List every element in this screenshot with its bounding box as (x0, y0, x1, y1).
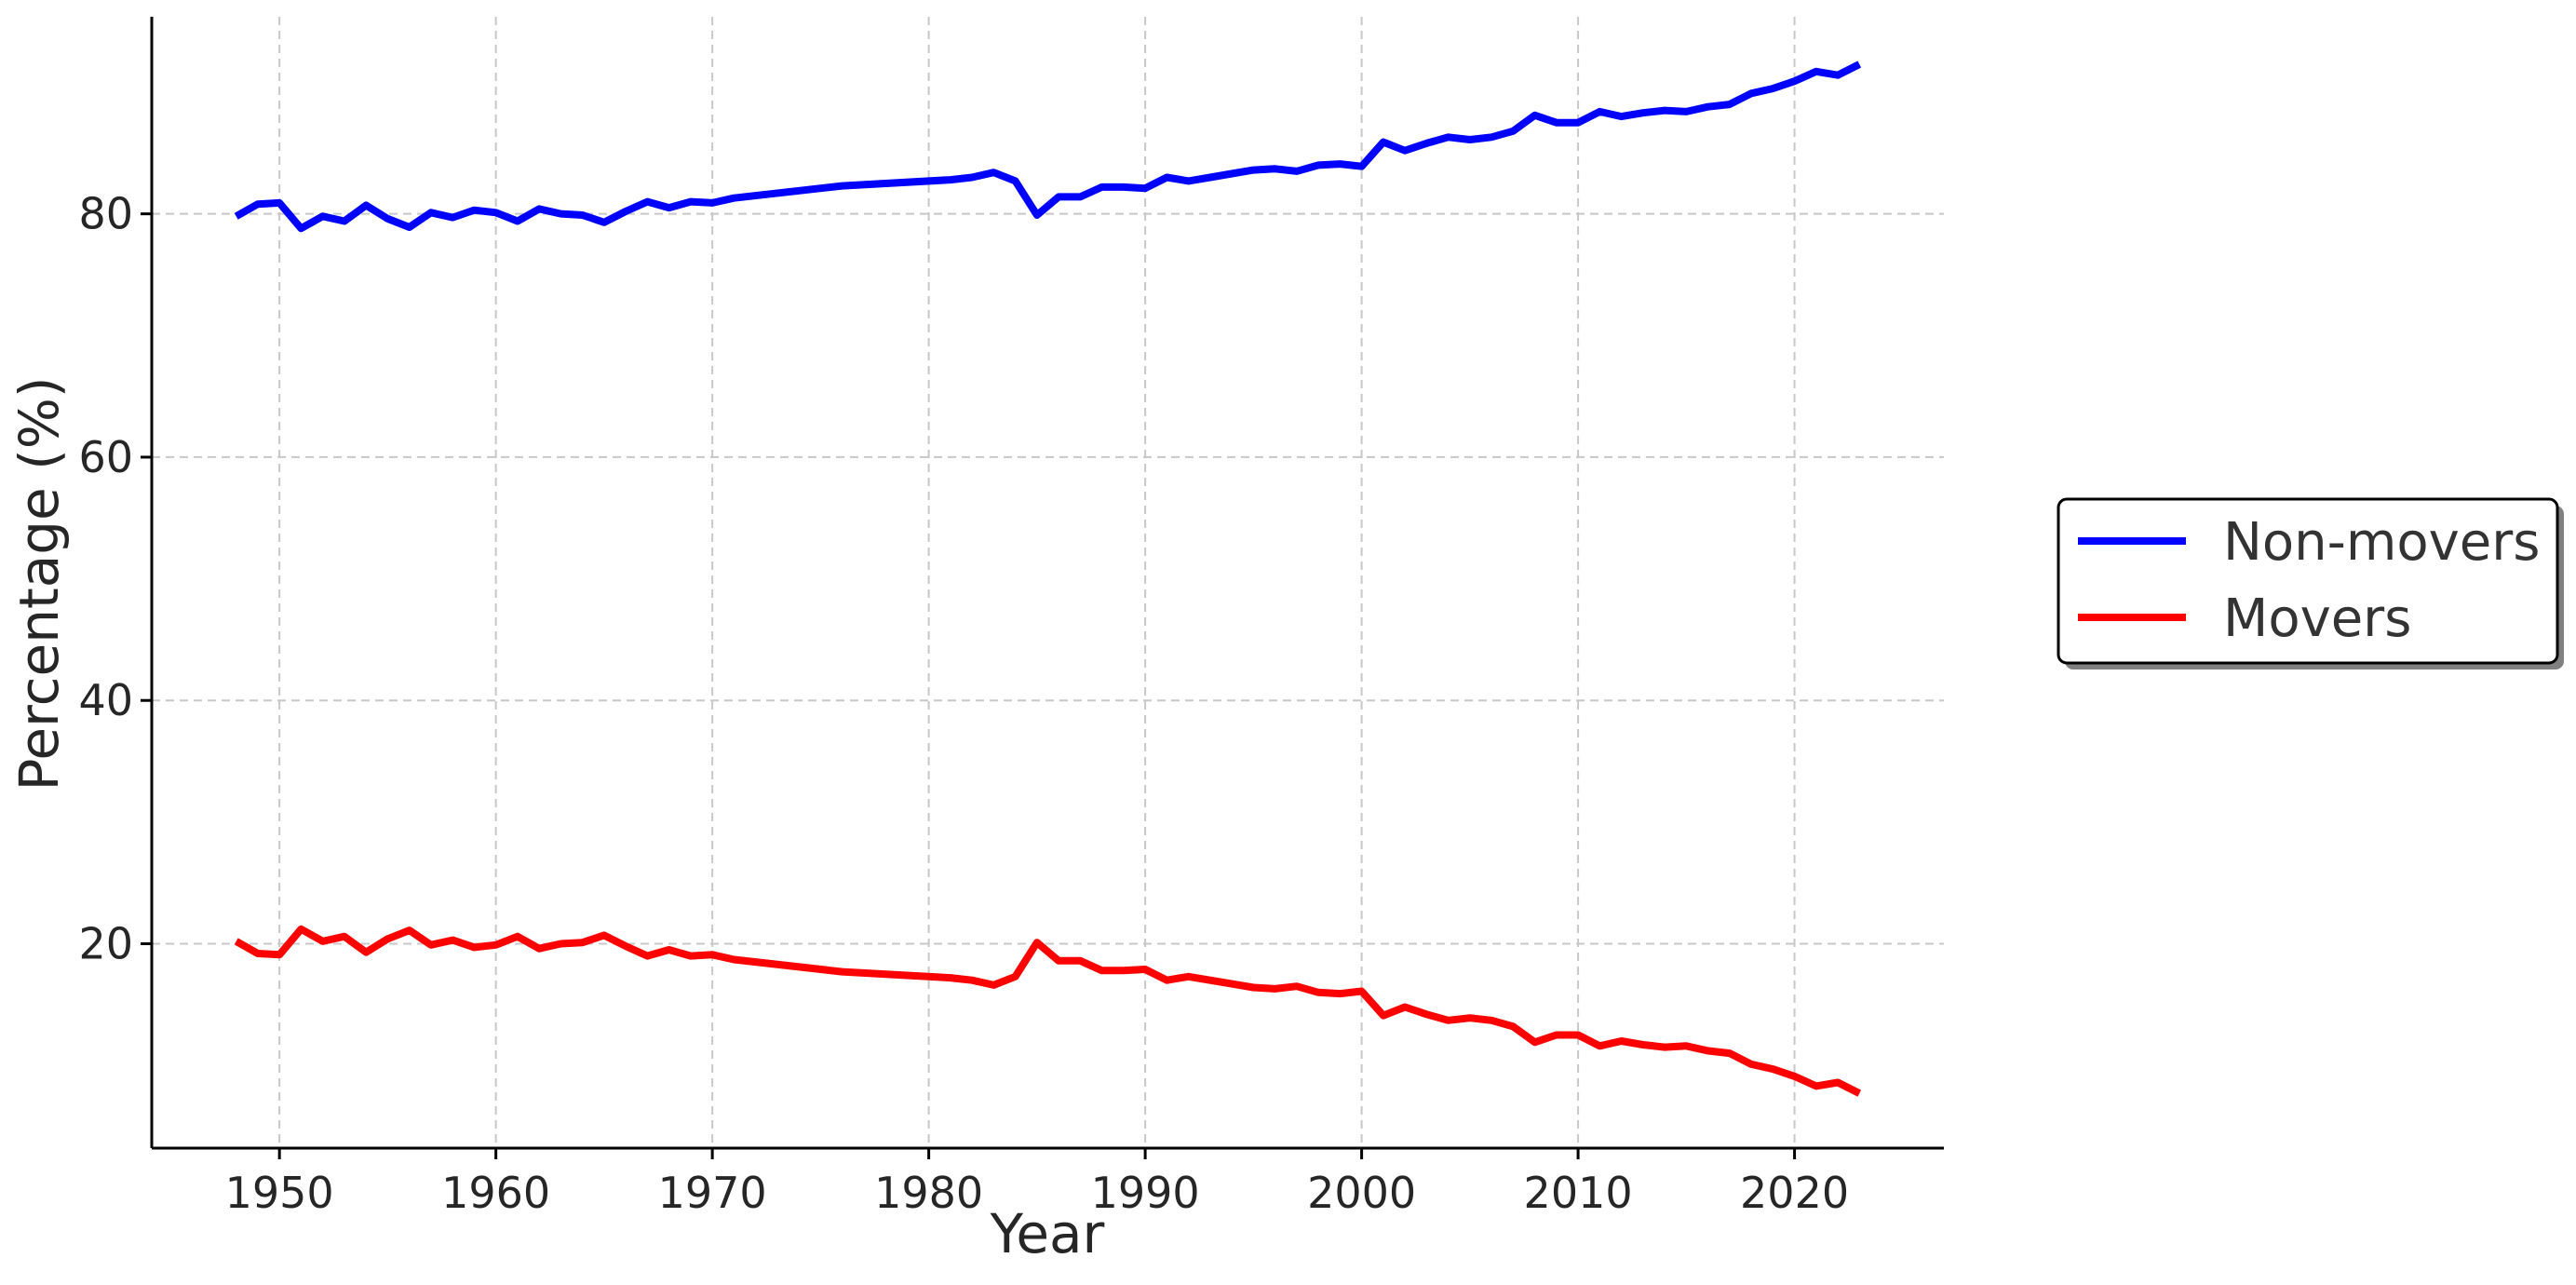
series-lines (234, 61, 1862, 1097)
legend-label-non-movers: Non-movers (2223, 512, 2540, 573)
x-tick-label: 1990 (1091, 1168, 1200, 1218)
y-tick-label: 80 (78, 189, 133, 239)
y-axis-ticks: 20 40 60 80 (78, 189, 152, 969)
legend: Non-movers Movers (2057, 497, 2564, 670)
x-tick-label: 2000 (1307, 1168, 1416, 1218)
x-tick-label: 2010 (1524, 1168, 1633, 1218)
series-line-non-movers (234, 61, 1862, 233)
grid-lines (152, 17, 1944, 1148)
x-axis-ticks: 1950 1960 1970 1980 1990 2000 2010 2020 (225, 1148, 1849, 1218)
y-axis-title: Percentage (%) (7, 376, 71, 791)
x-tick-label: 1960 (441, 1168, 550, 1218)
series-line-movers (234, 925, 1862, 1097)
x-tick-label: 2020 (1740, 1168, 1849, 1218)
axes (150, 17, 1944, 1150)
y-tick-label: 60 (78, 432, 133, 482)
legend-label-movers: Movers (2223, 588, 2411, 649)
x-tick-label: 1950 (225, 1168, 334, 1218)
y-tick-label: 40 (78, 675, 133, 725)
x-tick-label: 1980 (874, 1168, 983, 1218)
x-tick-label: 1970 (658, 1168, 767, 1218)
y-tick-label: 20 (78, 919, 133, 969)
x-axis-title: Year (990, 1202, 1105, 1265)
